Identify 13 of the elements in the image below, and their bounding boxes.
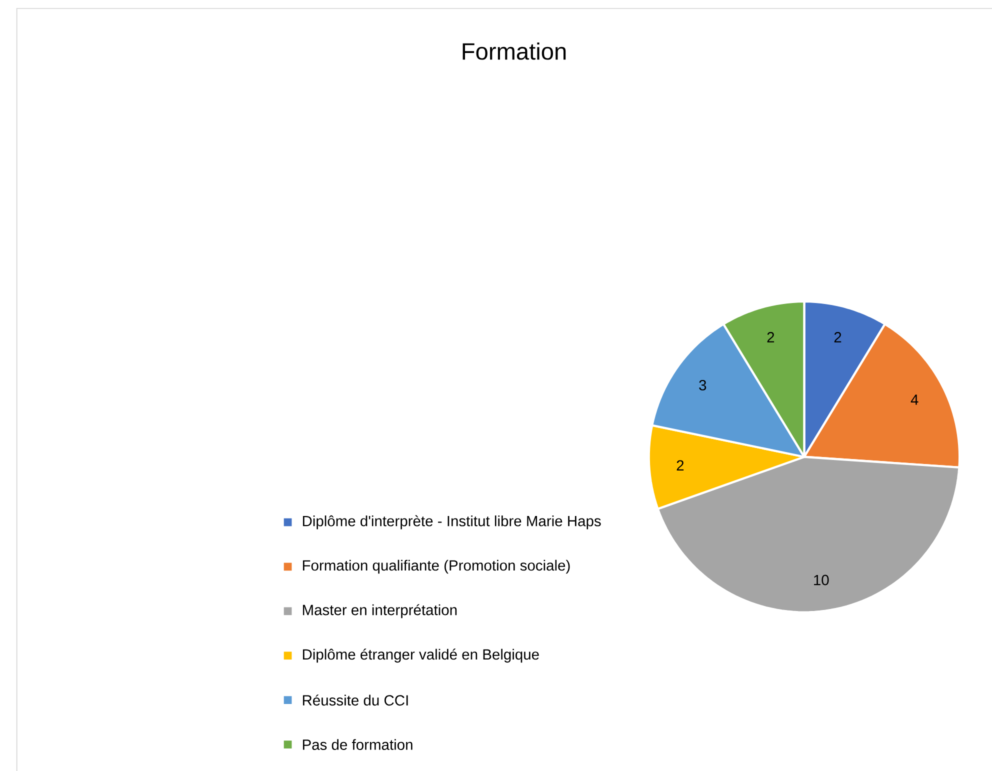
data-label: 10	[814, 574, 829, 586]
legend-label: Réussite du CCI	[302, 694, 408, 706]
legend-label: Pas de formation	[302, 739, 412, 750]
legend-label: Formation qualifiante (Promotion sociale)	[302, 560, 570, 574]
data-label: 2	[676, 460, 684, 470]
data-label: 2	[767, 332, 774, 342]
legend-label: Diplôme étranger validé en Belgique	[302, 648, 539, 663]
legend-label: Master en interprétation	[302, 604, 457, 618]
data-label: 2	[834, 332, 842, 342]
legend-label: Diplôme d'interprète - Institut libre Marie Haps	[302, 515, 601, 530]
chart-title: Formation	[462, 42, 566, 60]
data-label: 3	[699, 380, 706, 390]
data-label: 4	[910, 394, 918, 405]
